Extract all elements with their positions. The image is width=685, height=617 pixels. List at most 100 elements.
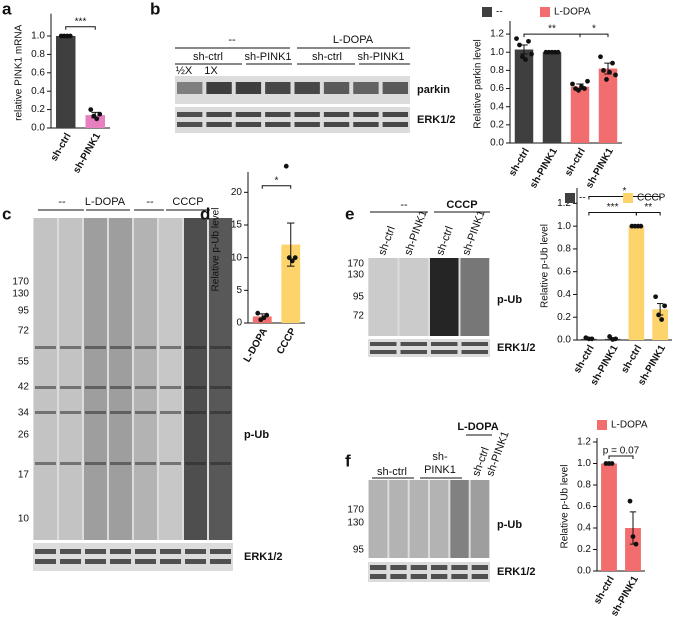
group-label: CCCP [172, 196, 203, 208]
data-point [97, 111, 103, 117]
data-point [653, 294, 659, 300]
y-tick-label: 1.2 [577, 437, 591, 448]
blot-band [210, 386, 231, 389]
data-point [264, 312, 270, 318]
y-tick-label: 0.4 [490, 101, 504, 112]
legend-label: L-DOPA [611, 420, 648, 431]
band-label: ERK1/2 [497, 342, 536, 354]
blot-band [323, 82, 350, 94]
blot-lane [209, 218, 232, 540]
blot-band [294, 82, 320, 94]
x-tick-label: sh-ctrl [619, 343, 644, 375]
y-axis-label: Relative p-Ub level [560, 465, 571, 549]
blot-band [353, 112, 379, 117]
blot-band [265, 82, 291, 94]
lane-label: sh-ctrl [434, 225, 456, 257]
blot-band [110, 386, 131, 389]
y-tick-label: 0 [236, 318, 242, 329]
y-tick-label: 10 [231, 252, 243, 263]
blot-band [323, 122, 350, 127]
blot-background [175, 107, 410, 133]
blot-band [185, 559, 206, 564]
legend-label: CCCP [637, 193, 666, 204]
bar [542, 52, 562, 143]
blot-band [400, 350, 427, 354]
significance-bracket [261, 185, 292, 189]
blot-band [210, 462, 231, 465]
y-tick-label: 0.0 [557, 335, 571, 346]
bar [570, 86, 590, 143]
bar [514, 49, 534, 143]
blot-band [85, 346, 106, 349]
y-tick-label: 0.8 [31, 49, 45, 60]
blot-lane [470, 480, 489, 558]
blot-band [160, 411, 181, 414]
mw-marker: 42 [18, 382, 30, 393]
blot-band [461, 350, 488, 354]
blot-band [206, 122, 232, 127]
y-axis-label: relative PINK1 mRNA [14, 24, 25, 120]
group-label: -- [228, 34, 236, 46]
panel-label: a [2, 0, 12, 18]
blot-band [206, 112, 232, 117]
mw-marker: 95 [18, 306, 30, 317]
blot-lane [184, 218, 207, 540]
blot-band [382, 112, 408, 117]
group-label: L-DOPA [457, 421, 498, 433]
blot-band [177, 82, 203, 94]
blot-band [370, 350, 397, 354]
significance-label: * [275, 175, 279, 186]
data-point [609, 461, 615, 466]
x-tick-label: sh-ctrl [49, 131, 74, 163]
legend-label: -- [496, 7, 503, 18]
blot-band [135, 549, 156, 554]
blot-lane [34, 218, 57, 540]
lane-label: sh- [432, 451, 448, 463]
data-point [255, 310, 261, 316]
mw-marker: 170 [12, 277, 29, 288]
group-label: L-DOPA [85, 196, 126, 208]
blot-band [294, 112, 320, 117]
blot-band [431, 565, 448, 570]
blot-lane [460, 258, 489, 336]
blot-band [431, 350, 458, 354]
group-label: L-DOPA [333, 34, 374, 46]
panel-label: d [200, 204, 210, 223]
data-point [555, 49, 561, 55]
mw-marker: 55 [18, 357, 30, 368]
data-point [570, 81, 575, 87]
x-tick-label: sh-PINK1 [528, 146, 560, 190]
blot-lane [389, 480, 408, 558]
y-axis-label: Relative p-Ub level [211, 208, 222, 292]
data-point [630, 534, 636, 539]
significance-label: *** [75, 16, 87, 27]
y-tick-label: 1.2 [490, 29, 504, 40]
x-tick-label: L-DOPA [242, 326, 270, 364]
blot-band [160, 559, 181, 564]
y-tick-label: 1.0 [490, 47, 504, 58]
data-point [88, 107, 94, 112]
blot-band [210, 549, 231, 554]
panel-label: b [150, 0, 160, 18]
y-tick-label: 0.2 [577, 544, 591, 555]
blot-band [353, 82, 379, 94]
significance-label: * [623, 186, 627, 197]
mw-marker: 130 [12, 289, 29, 300]
legend-label: L-DOPA [554, 7, 591, 18]
data-point [523, 57, 528, 62]
data-point [610, 60, 615, 66]
blot-band [265, 112, 291, 117]
lane-label: sh-PINK1 [460, 209, 487, 257]
blot-band [353, 122, 379, 127]
lane-label: sh-PINK1 [357, 51, 404, 63]
bar [598, 68, 618, 143]
mw-marker: 130 [347, 518, 364, 529]
data-point [598, 54, 603, 60]
dose-label: 1X [204, 65, 218, 77]
y-tick-label: 1.0 [577, 458, 591, 469]
legend-label: -- [579, 193, 586, 204]
blot-band [410, 565, 427, 570]
significance-label: ** [548, 24, 556, 35]
blot-band [135, 559, 156, 564]
